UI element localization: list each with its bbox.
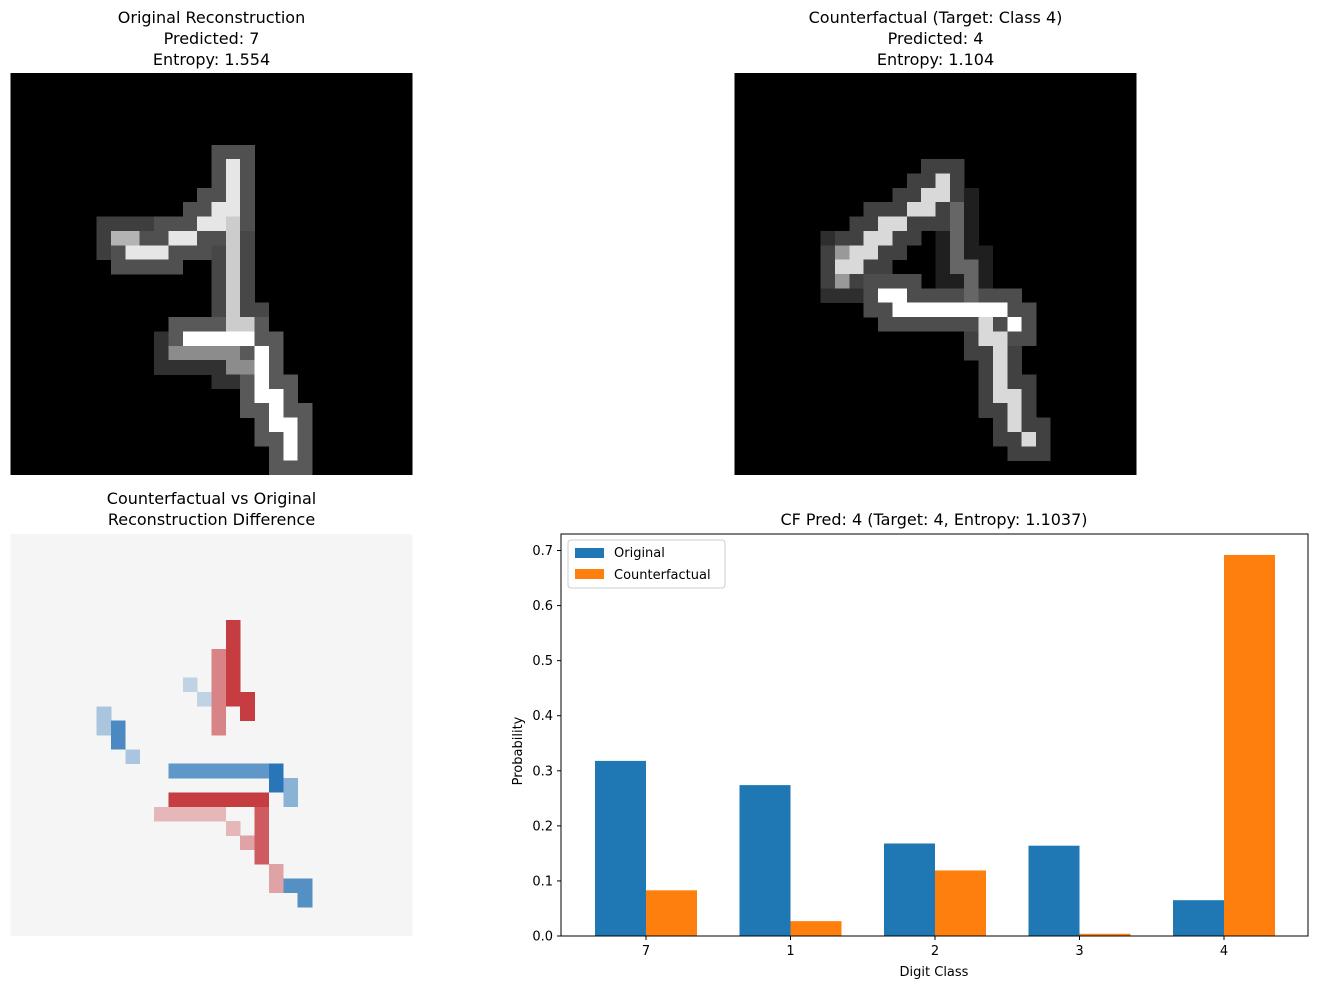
bar-original-2: [884, 843, 935, 936]
y-tick-label: 0.3: [532, 764, 553, 779]
y-tick-label: 0.4: [532, 709, 553, 724]
y-tick-label: 0.6: [532, 599, 553, 614]
bar-original-4: [1173, 900, 1224, 936]
y-tick-label: 0.5: [532, 654, 553, 669]
bar-original-7: [595, 760, 646, 936]
y-tick-label: 0.0: [532, 930, 553, 945]
legend-label-original: Original: [614, 546, 665, 561]
bar-original-3: [1028, 845, 1080, 936]
x-tick-label: 7: [642, 944, 650, 959]
bar-counterfactual-2: [935, 870, 986, 936]
bar-counterfactual-3: [1079, 933, 1131, 936]
x-tick-label: 4: [1220, 944, 1228, 959]
y-tick-label: 0.7: [532, 544, 553, 559]
bar-counterfactual-4: [1224, 554, 1275, 936]
original-panel-title: Original Reconstruction Predicted: 7 Ent…: [117, 8, 306, 69]
probability-bar-chart: CF Pred: 4 (Target: 4, Entropy: 1.1037) …: [511, 510, 1309, 980]
legend-swatch-counterfactual: [575, 569, 604, 579]
plot-frame: [560, 533, 1309, 937]
x-axis-label: Digit Class: [900, 965, 969, 980]
counterfactual-panel-title: Counterfactual (Target: Class 4) Predict…: [808, 8, 1063, 69]
counterfactual-image: [734, 73, 1137, 475]
chart-title: CF Pred: 4 (Target: 4, Entropy: 1.1037): [780, 510, 1087, 529]
y-tick-label: 0.2: [532, 819, 553, 834]
x-tick-label: 1: [786, 944, 794, 959]
x-tick-label: 3: [1075, 944, 1083, 959]
legend-swatch-original: [575, 548, 604, 558]
x-tick-label: 2: [931, 944, 939, 959]
legend-label-counterfactual: Counterfactual: [614, 568, 711, 583]
difference-heatmap: [10, 534, 413, 936]
bar-original-1: [739, 785, 791, 936]
original-reconstruction-image: [10, 73, 413, 475]
bar-counterfactual-1: [790, 921, 842, 936]
bar-counterfactual-7: [646, 890, 697, 936]
y-tick-label: 0.1: [532, 874, 553, 889]
y-axis-label: Probability: [511, 716, 526, 785]
difference-panel-title: Counterfactual vs Original Reconstructio…: [106, 489, 317, 529]
legend: Original Counterfactual: [567, 539, 726, 589]
